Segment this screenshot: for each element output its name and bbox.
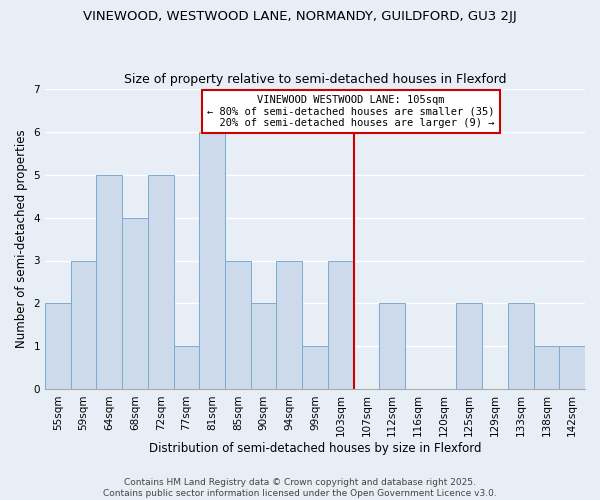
Text: VINEWOOD WESTWOOD LANE: 105sqm
← 80% of semi-detached houses are smaller (35)
  : VINEWOOD WESTWOOD LANE: 105sqm ← 80% of … [207, 95, 495, 128]
Bar [148, 174, 173, 390]
Bar [71, 260, 97, 390]
Bar [97, 174, 122, 390]
Bar [533, 346, 559, 390]
Bar [328, 260, 353, 390]
Title: Size of property relative to semi-detached houses in Flexford: Size of property relative to semi-detach… [124, 73, 506, 86]
Bar [173, 346, 199, 390]
Bar [277, 260, 302, 390]
Text: VINEWOOD, WESTWOOD LANE, NORMANDY, GUILDFORD, GU3 2JJ: VINEWOOD, WESTWOOD LANE, NORMANDY, GUILD… [83, 10, 517, 23]
Text: Contains HM Land Registry data © Crown copyright and database right 2025.
Contai: Contains HM Land Registry data © Crown c… [103, 478, 497, 498]
Bar [251, 304, 277, 390]
Bar [199, 132, 225, 390]
Bar [457, 304, 482, 390]
Y-axis label: Number of semi-detached properties: Number of semi-detached properties [15, 130, 28, 348]
Bar [45, 304, 71, 390]
Bar [559, 346, 585, 390]
Bar [508, 304, 533, 390]
X-axis label: Distribution of semi-detached houses by size in Flexford: Distribution of semi-detached houses by … [149, 442, 481, 455]
Bar [302, 346, 328, 390]
Bar [225, 260, 251, 390]
Bar [379, 304, 405, 390]
Bar [122, 218, 148, 390]
